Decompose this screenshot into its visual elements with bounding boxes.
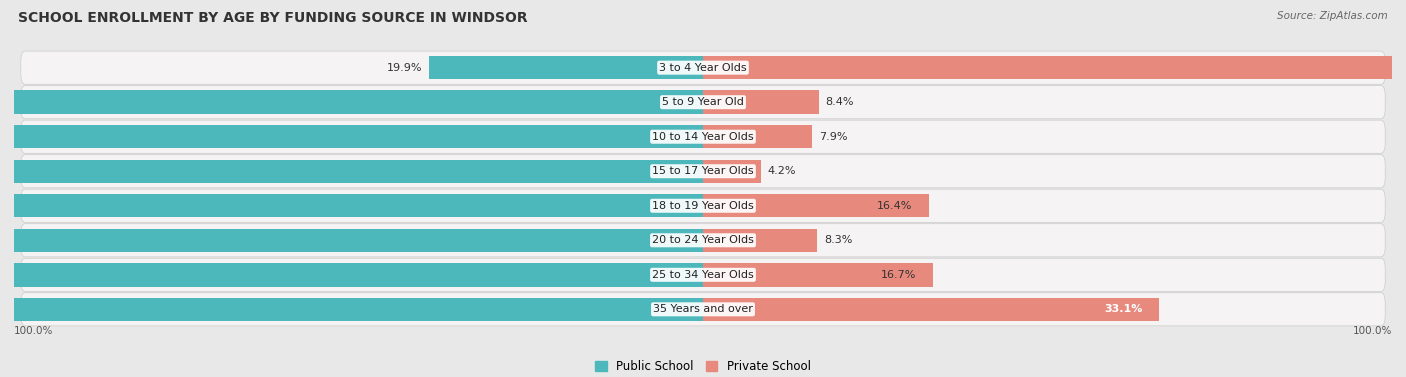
Bar	[0, 263, 703, 287]
Text: 20 to 24 Year Olds: 20 to 24 Year Olds	[652, 235, 754, 245]
Text: 16.4%: 16.4%	[877, 201, 912, 211]
Bar	[0, 159, 703, 183]
Text: 3 to 4 Year Olds: 3 to 4 Year Olds	[659, 63, 747, 73]
Bar	[703, 90, 818, 114]
Bar	[0, 90, 703, 114]
FancyBboxPatch shape	[21, 258, 1385, 291]
FancyBboxPatch shape	[21, 189, 1385, 222]
Bar	[703, 194, 929, 218]
Text: 5 to 9 Year Old: 5 to 9 Year Old	[662, 97, 744, 107]
Bar	[0, 125, 703, 149]
Bar	[703, 263, 934, 287]
Bar	[703, 125, 811, 149]
FancyBboxPatch shape	[21, 120, 1385, 153]
Text: 19.9%: 19.9%	[387, 63, 422, 73]
Text: 7.9%: 7.9%	[818, 132, 848, 142]
Text: 18 to 19 Year Olds: 18 to 19 Year Olds	[652, 201, 754, 211]
Text: 100.0%: 100.0%	[1353, 326, 1392, 336]
Bar	[703, 228, 817, 252]
Text: 15 to 17 Year Olds: 15 to 17 Year Olds	[652, 166, 754, 176]
Bar	[703, 56, 1406, 80]
Text: 25 to 34 Year Olds: 25 to 34 Year Olds	[652, 270, 754, 280]
Bar	[0, 228, 703, 252]
FancyBboxPatch shape	[21, 224, 1385, 257]
FancyBboxPatch shape	[21, 51, 1385, 84]
Text: 10 to 14 Year Olds: 10 to 14 Year Olds	[652, 132, 754, 142]
FancyBboxPatch shape	[21, 86, 1385, 119]
Bar	[429, 56, 703, 80]
Bar	[703, 159, 761, 183]
Text: 4.2%: 4.2%	[768, 166, 796, 176]
Text: SCHOOL ENROLLMENT BY AGE BY FUNDING SOURCE IN WINDSOR: SCHOOL ENROLLMENT BY AGE BY FUNDING SOUR…	[18, 11, 527, 25]
Bar	[0, 297, 703, 321]
Text: Source: ZipAtlas.com: Source: ZipAtlas.com	[1277, 11, 1388, 21]
Text: 8.4%: 8.4%	[825, 97, 853, 107]
Bar	[0, 194, 703, 218]
Legend: Public School, Private School: Public School, Private School	[591, 355, 815, 377]
Text: 8.3%: 8.3%	[824, 235, 852, 245]
Text: 35 Years and over: 35 Years and over	[652, 304, 754, 314]
Text: 16.7%: 16.7%	[882, 270, 917, 280]
FancyBboxPatch shape	[21, 293, 1385, 326]
Bar	[703, 297, 1159, 321]
Text: 33.1%: 33.1%	[1104, 304, 1143, 314]
FancyBboxPatch shape	[21, 155, 1385, 188]
Text: 100.0%: 100.0%	[14, 326, 53, 336]
